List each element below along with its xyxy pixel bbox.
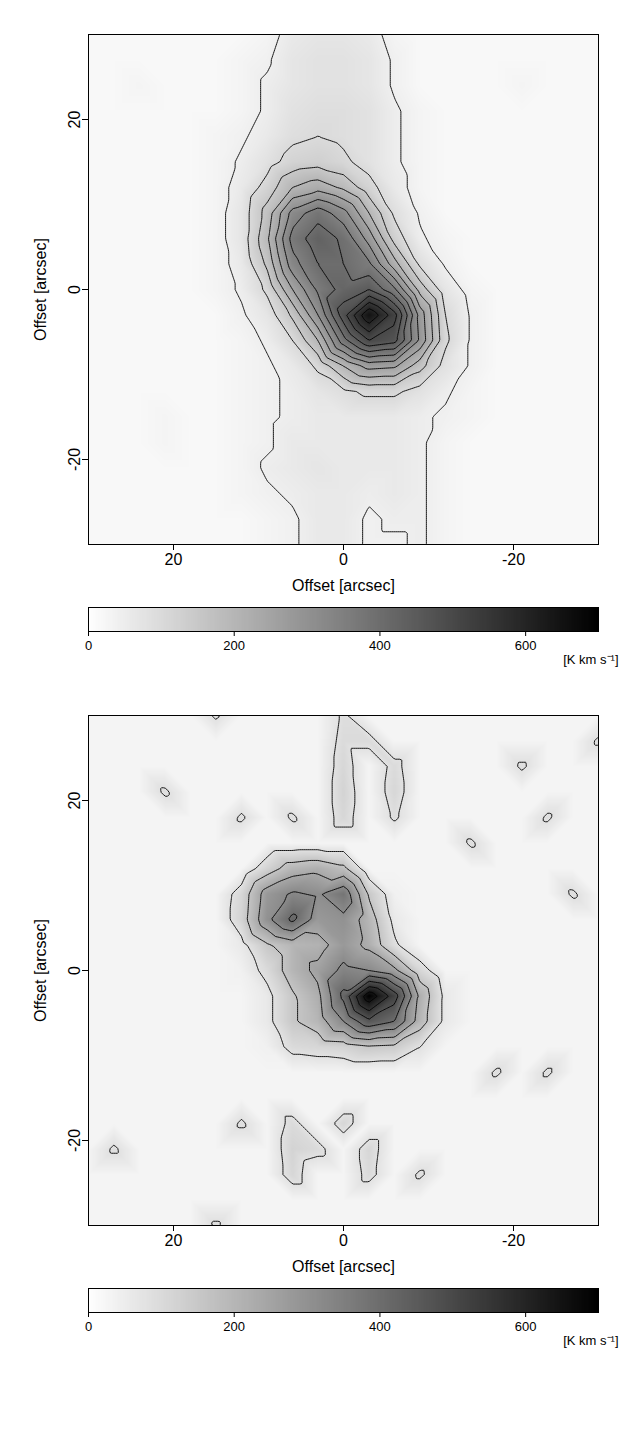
svg-text:400: 400 — [369, 1319, 391, 1334]
svg-text:Offset [arcsec]: Offset [arcsec] — [32, 238, 49, 341]
svg-text:400: 400 — [369, 638, 391, 653]
svg-text:20: 20 — [165, 1232, 183, 1249]
svg-text:20: 20 — [165, 551, 183, 568]
svg-text:-20: -20 — [66, 448, 83, 471]
svg-text:[K km s⁻¹]: [K km s⁻¹] — [563, 1333, 618, 1348]
svg-text:[K km s⁻¹]: [K km s⁻¹] — [563, 652, 618, 667]
svg-text:0: 0 — [339, 1232, 348, 1249]
svg-text:0: 0 — [66, 285, 83, 294]
svg-text:-20: -20 — [502, 1232, 525, 1249]
svg-text:Offset [arcsec]: Offset [arcsec] — [292, 577, 395, 594]
svg-text:600: 600 — [515, 1319, 537, 1334]
svg-text:Offset [arcsec]: Offset [arcsec] — [32, 919, 49, 1022]
svg-text:0: 0 — [85, 638, 92, 653]
svg-text:20: 20 — [66, 792, 83, 810]
svg-text:20: 20 — [66, 111, 83, 129]
svg-text:-20: -20 — [502, 551, 525, 568]
svg-text:200: 200 — [223, 1319, 245, 1334]
svg-text:0: 0 — [85, 1319, 92, 1334]
svg-text:-20: -20 — [66, 1129, 83, 1152]
svg-text:0: 0 — [66, 966, 83, 975]
svg-text:Offset [arcsec]: Offset [arcsec] — [292, 1258, 395, 1275]
svg-text:600: 600 — [515, 638, 537, 653]
svg-text:200: 200 — [223, 638, 245, 653]
svg-text:0: 0 — [339, 551, 348, 568]
